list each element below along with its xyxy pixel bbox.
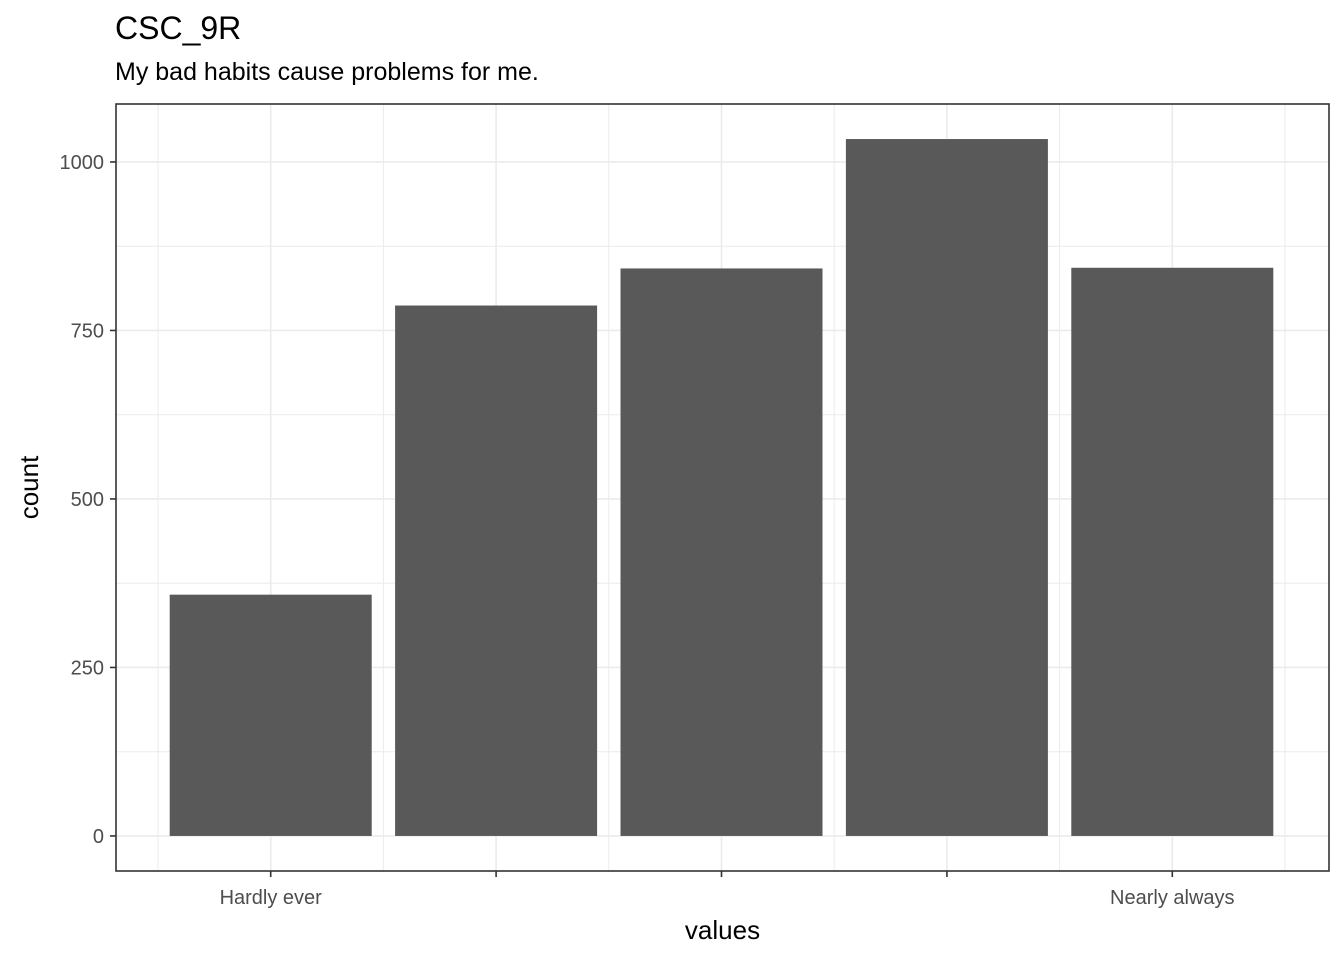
y-tick-label: 250 — [71, 657, 104, 679]
x-tick-label: Hardly ever — [220, 887, 323, 909]
bar — [845, 139, 1048, 836]
y-tick-label: 750 — [71, 320, 104, 342]
x-axis: Hardly ever Nearly always — [220, 871, 1235, 909]
x-tick-label: Nearly always — [1110, 887, 1234, 909]
panel-border — [115, 103, 1330, 872]
bar — [620, 268, 823, 836]
x-axis-title: values — [685, 915, 760, 945]
chart-subtitle: My bad habits cause problems for me. — [115, 58, 539, 86]
bar — [169, 594, 372, 836]
y-tick-label: 0 — [93, 826, 104, 848]
bar — [1071, 267, 1274, 836]
bar — [395, 305, 598, 836]
y-axis-title: count — [14, 455, 44, 519]
bars — [169, 139, 1274, 836]
chart-title: CSC_9R — [115, 10, 242, 46]
y-tick-label: 500 — [71, 489, 104, 511]
y-tick-label: 1000 — [60, 152, 105, 174]
y-axis: 0 250 500 750 1000 — [60, 152, 116, 848]
